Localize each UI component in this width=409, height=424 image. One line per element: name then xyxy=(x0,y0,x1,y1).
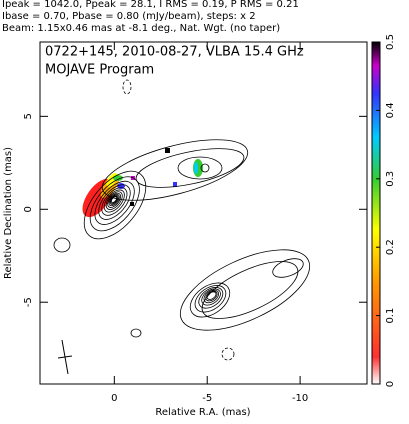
y-tick-label: -5 xyxy=(23,297,34,307)
x-tick-label: -5 xyxy=(202,393,212,404)
colorbar-tick-label: 0.5 xyxy=(385,34,396,50)
colorbar xyxy=(371,41,381,385)
contour xyxy=(221,347,235,361)
contour xyxy=(83,170,147,240)
contour xyxy=(94,180,135,225)
contour xyxy=(101,139,249,201)
contour xyxy=(130,328,142,338)
contour xyxy=(177,156,223,180)
y-tick-label: 5 xyxy=(23,113,34,119)
y-axis-label: Relative Declination (mas) xyxy=(3,147,14,279)
contour xyxy=(194,285,227,313)
contour xyxy=(198,287,224,309)
colorbar-tick-label: 0 xyxy=(385,381,396,387)
contour xyxy=(200,163,210,173)
contour xyxy=(272,258,304,278)
contour xyxy=(98,184,131,220)
x-tick-label: 0 xyxy=(111,393,117,404)
contour xyxy=(189,282,231,318)
colorbar-tick-label: 0.1 xyxy=(385,308,396,324)
y-tick-label: 0 xyxy=(23,206,34,212)
contour xyxy=(122,79,132,95)
colorbar-tick-label: 0.3 xyxy=(385,171,396,187)
x-tick-label: -10 xyxy=(292,393,308,404)
contour xyxy=(111,196,118,203)
header-line: Beam: 1.15x0.46 mas at -8.1 deg., Nat. W… xyxy=(2,23,280,34)
contour-map xyxy=(53,79,311,375)
contour xyxy=(53,237,71,253)
header-line: Ipeak = 1042.0, Ppeak = 28.1, I RMS = 0.… xyxy=(2,0,299,10)
contour xyxy=(205,290,218,302)
contour xyxy=(201,288,221,306)
beam-marker xyxy=(57,355,73,359)
annotation: 0722+145, 2010-08-27, VLBA 15.4 GHz xyxy=(45,45,304,60)
contour xyxy=(201,261,299,319)
contour xyxy=(206,291,217,300)
plot-frame xyxy=(39,41,368,385)
header-line: Ibase = 0.70, Pbase = 0.80 (mJy/beam), s… xyxy=(2,11,256,22)
contour xyxy=(109,194,119,205)
contour xyxy=(135,148,245,188)
contour xyxy=(179,249,311,331)
annotation: MOJAVE Program xyxy=(45,63,154,78)
colorbar-tick-label: 0.4 xyxy=(385,102,396,118)
contour xyxy=(89,176,140,232)
colorbar-tick-label: 0.2 xyxy=(385,239,396,255)
x-axis-label: Relative R.A. (mas) xyxy=(155,407,250,418)
